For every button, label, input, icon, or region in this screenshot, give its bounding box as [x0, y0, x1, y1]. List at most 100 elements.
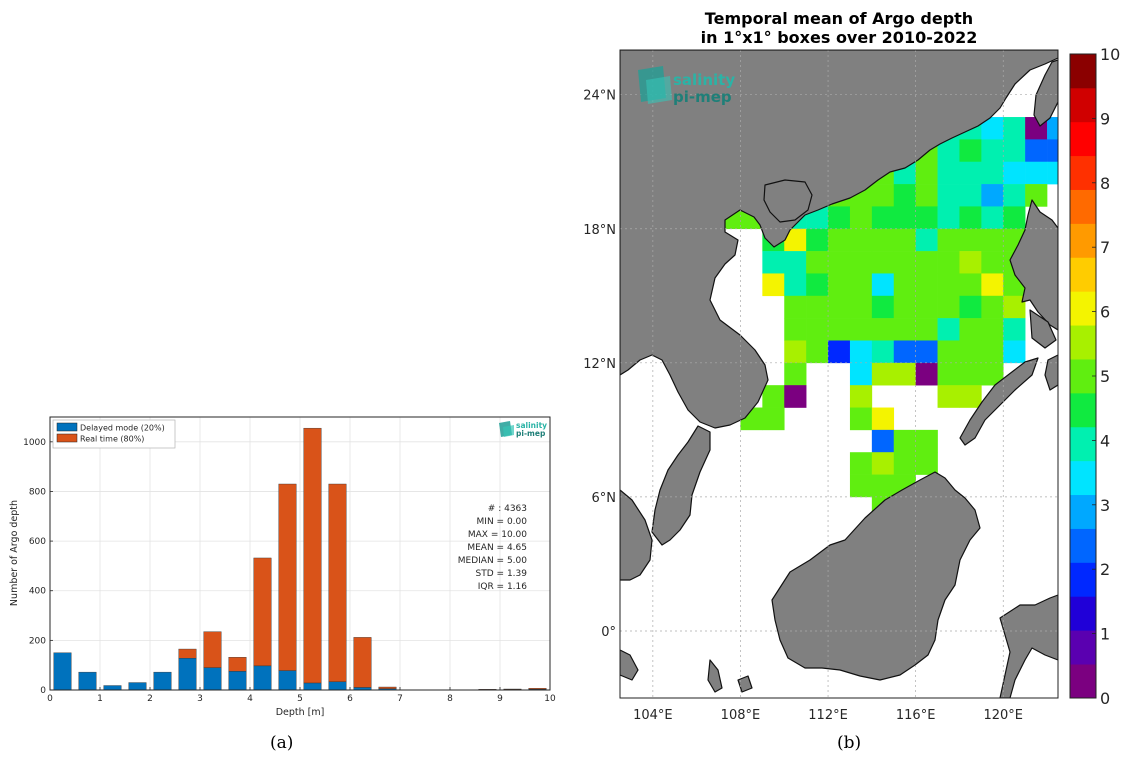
bar-realtime — [253, 557, 272, 667]
legend-label-delayed: Delayed mode (20%) — [80, 424, 165, 433]
map-cell — [871, 429, 895, 453]
map-lon-label: 120°E — [983, 708, 1023, 723]
colorbar-segment — [1070, 664, 1096, 699]
map-cell — [893, 340, 916, 364]
map-cell — [893, 206, 916, 230]
map-title: Temporal mean of Argo depth in 1°x1° box… — [620, 9, 1058, 47]
map-cell — [1003, 206, 1026, 230]
map-title-line2: in 1°x1° boxes over 2010-2022 — [700, 28, 978, 47]
histogram-y-tick-label: 600 — [29, 537, 46, 547]
map-cell — [893, 228, 916, 252]
map-cell — [849, 295, 873, 319]
map-cell — [937, 184, 960, 207]
bar-realtime — [378, 686, 397, 689]
land-borneo — [771, 471, 981, 681]
map-cell — [1003, 117, 1026, 140]
map-cell — [806, 295, 829, 319]
map-cell — [871, 340, 895, 364]
map-cell — [828, 251, 851, 274]
stat-count: # : 4363 — [488, 504, 527, 514]
histogram-y-tick-label: 200 — [29, 636, 46, 646]
map-cell — [806, 251, 829, 274]
caption-b: (b) — [837, 733, 862, 753]
map-cell — [784, 251, 807, 274]
map-cell — [828, 295, 851, 319]
map-cell — [893, 452, 916, 475]
map-lon-label: 112°E — [808, 708, 848, 723]
land-mindoro — [1029, 309, 1057, 349]
colorbar-segment — [1070, 223, 1096, 258]
bar-realtime — [178, 648, 197, 659]
map-cell — [893, 318, 916, 341]
map-logo-text-pimep: pi-mep — [673, 88, 732, 106]
colorbar-segment — [1070, 87, 1096, 123]
map-cell — [871, 407, 895, 431]
map-cell — [937, 161, 960, 185]
map-cell — [959, 228, 982, 252]
logo-mark-shade — [503, 425, 514, 437]
map-cell — [849, 407, 873, 431]
map-lat-label: 18°N — [583, 223, 616, 238]
colorbar-tick-label: 5 — [1100, 367, 1110, 386]
land-hainan — [763, 179, 813, 223]
map-cell — [784, 318, 807, 341]
map-cell — [915, 273, 938, 297]
map-cell — [937, 318, 960, 341]
colorbar-segment — [1070, 392, 1096, 428]
histogram-x-tick-label: 1 — [97, 694, 103, 704]
histogram-x-tick-label: 8 — [447, 694, 453, 704]
map-cell — [937, 385, 960, 408]
map-cell — [849, 318, 873, 341]
map-cell — [981, 139, 1004, 163]
stat-max: MAX = 10.00 — [468, 530, 527, 540]
map-cell — [937, 139, 960, 163]
map-cell — [981, 362, 1004, 386]
bar-delayed — [78, 671, 97, 691]
colorbar-tick-label: 1 — [1100, 625, 1110, 644]
map-cell — [959, 385, 982, 408]
land-java — [620, 649, 639, 681]
colorbar-segment — [1070, 121, 1096, 157]
map-cell — [871, 251, 895, 274]
histogram-y-tick-label: 800 — [29, 487, 46, 497]
map-cell — [959, 318, 982, 341]
map-cell — [915, 295, 938, 319]
map-lat-label: 12°N — [583, 357, 616, 372]
colorbar-tick-label: 9 — [1100, 109, 1110, 128]
map-cell — [915, 340, 938, 364]
map-cell — [937, 295, 960, 319]
map-grid — [620, 50, 1058, 698]
colorbar-segment — [1070, 562, 1096, 597]
map-lat-label: 24°N — [583, 89, 616, 104]
map-cell — [915, 318, 938, 341]
map-cell — [981, 318, 1004, 341]
map-cell — [1003, 340, 1026, 364]
colorbar-segment — [1070, 155, 1096, 190]
map-cell — [937, 340, 960, 364]
colorbar-segment — [1070, 596, 1096, 631]
bar-delayed — [328, 681, 347, 691]
colorbar-tick-label: 2 — [1100, 560, 1110, 579]
land-luzon — [1009, 199, 1058, 331]
colorbar-tick-label: 3 — [1100, 496, 1110, 515]
land-china-vietnam — [620, 50, 1058, 429]
map-cell — [762, 251, 785, 274]
map-cell — [1003, 184, 1026, 207]
map-cell — [981, 206, 1004, 230]
colorbar-segment — [1070, 54, 1096, 89]
histogram-x-tick-label: 2 — [147, 694, 153, 704]
map-frame — [619, 49, 1059, 699]
map-cell — [871, 184, 895, 207]
depth-histogram: 0 1 2 3 4 5 6 7 8 9 10 0 200 400 600 800 1000 Depth [m]… — [9, 416, 556, 718]
map-cell — [959, 273, 982, 297]
map-cell — [784, 385, 807, 408]
bar-delayed — [278, 670, 297, 691]
map-cell — [828, 273, 851, 297]
histogram-x-tick-label: 7 — [397, 694, 403, 704]
map-cell — [806, 340, 829, 364]
colorbar-ticks: 0 1 2 3 4 5 6 7 8 9 10 — [1092, 45, 1120, 708]
map-cell — [893, 362, 916, 386]
bar-delayed — [253, 665, 272, 691]
histogram-y-tick-label: 0 — [40, 686, 46, 696]
map-cell — [981, 340, 1004, 364]
